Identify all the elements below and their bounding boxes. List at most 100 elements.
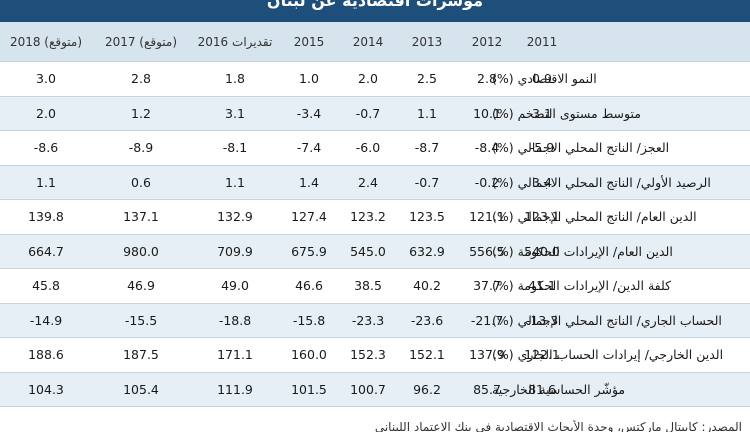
table-cell: -13.3 (525, 312, 559, 328)
table-cell: 556.5 (469, 243, 505, 259)
table-cell: 127.4 (291, 209, 327, 225)
table-cell: 709.9 (217, 243, 253, 259)
column-header: تقديرات 2016 (197, 34, 273, 49)
table-cell: 980.0 (123, 243, 159, 259)
table-cell: 1.2 (131, 105, 151, 121)
table-title-bar: مؤشرات اقتصادية عن لبنان (0, 0, 750, 22)
table-row: 139.8 137.1 132.9 127.4 123.2 123.5 121.… (0, 200, 750, 235)
table-title: مؤشرات اقتصادية عن لبنان (266, 0, 484, 10)
table-cell: 2.0 (36, 105, 56, 121)
table-row: -14.9 -15.5 -18.8 -15.8 -23.3 -23.6 -21.… (0, 303, 750, 338)
table-cell: 104.3 (28, 381, 64, 397)
table-cell: 137.9 (469, 347, 505, 363)
table-row: 3.0 2.8 1.8 1.0 2.0 2.5 2.8 0.9 النمو ال… (0, 62, 750, 97)
table-cell: 2.8 (477, 71, 497, 87)
table-cell: 45.8 (32, 278, 60, 294)
table-cell: 1.1 (225, 174, 245, 190)
table-cell: -7.4 (296, 140, 322, 156)
table-cell: 632.9 (409, 243, 445, 259)
table-cell: -14.9 (29, 312, 63, 328)
row-label: كلفة الدين/ الإيرادات الحكومة (%) (492, 278, 672, 294)
table-cell: 3.1 (225, 105, 245, 121)
column-header: 2015 (293, 34, 325, 49)
row-label: الدين العام/ الإيرادات الحكومة (%) (492, 243, 673, 259)
economic-indicators-table: 2018 (متوقع) 2017 (متوقع) تقديرات 2016 2… (0, 22, 750, 407)
table-header-row: 2018 (متوقع) 2017 (متوقع) تقديرات 2016 2… (0, 22, 750, 62)
table-cell: 2.0 (358, 71, 378, 87)
table-cell: 101.5 (291, 381, 327, 397)
table-cell: 85.7 (473, 381, 501, 397)
table-row: 45.8 46.9 49.0 46.6 38.5 40.2 37.7 41.1 … (0, 269, 750, 304)
table-cell: 3.1 (532, 105, 552, 121)
table-cell: 1.0 (299, 71, 319, 87)
table-cell: 1.1 (417, 105, 437, 121)
table-cell: 10.1 (473, 105, 501, 121)
table-cell: -0.2 (474, 174, 500, 190)
table-cell: 160.0 (291, 347, 327, 363)
table-cell: 81.6 (528, 381, 556, 397)
table-cell: 187.5 (123, 347, 159, 363)
table-cell: 0.9 (532, 71, 552, 87)
table-row: -8.6 -8.9 -8.1 -7.4 -6.0 -8.7 -8.4 -5.9 … (0, 131, 750, 166)
column-header: 2012 (471, 34, 503, 49)
table-cell: -3.4 (296, 105, 322, 121)
table-cell: 152.1 (409, 347, 445, 363)
table-cell: -18.8 (218, 312, 252, 328)
table-cell: 111.9 (217, 381, 253, 397)
table-cell: -5.9 (529, 140, 555, 156)
table-cell: -8.4 (474, 140, 500, 156)
table-cell: 38.5 (354, 278, 382, 294)
row-label: العجز/ الناتج المحلي الاجمالي (%) (492, 140, 670, 156)
table-cell: -6.0 (355, 140, 381, 156)
table-cell: 139.8 (28, 209, 64, 225)
table-cell: 2.8 (131, 71, 151, 87)
table-cell: 122.1 (524, 347, 560, 363)
table-row: 1.1 0.6 1.1 1.4 2.4 -0.7 -0.2 3.4 الرصيد… (0, 165, 750, 200)
table-cell: 105.4 (123, 381, 159, 397)
row-label: متوسط مستوى التضخم (%) (492, 105, 641, 121)
column-header: 2011 (526, 34, 558, 49)
column-header: 2013 (411, 34, 443, 49)
table-cell: 2.4 (358, 174, 378, 190)
table-cell: 675.9 (291, 243, 327, 259)
table-cell: -8.9 (128, 140, 154, 156)
table-cell: -8.7 (414, 140, 440, 156)
table-cell: -8.1 (222, 140, 248, 156)
row-label: الدين العام/ الناتج المحلي الإجمالي (%) (492, 209, 697, 225)
table-cell: 46.6 (295, 278, 323, 294)
column-header: 2017 (متوقع) (104, 34, 178, 49)
table-cell: 3.4 (532, 174, 552, 190)
row-label: الرصيد الأولي/ الناتج المحلي الاجمالي (%… (492, 174, 711, 190)
row-label: مؤشّر الحساسية الخارجية (492, 381, 626, 397)
table-cell: 0.6 (131, 174, 151, 190)
table-cell: -21.7 (470, 312, 504, 328)
table-cell: 37.7 (473, 278, 501, 294)
table-cell: -0.7 (414, 174, 440, 190)
table-cell: 1.4 (299, 174, 319, 190)
table-cell: 664.7 (28, 243, 64, 259)
table-cell: 3.0 (36, 71, 56, 87)
table-cell: 188.6 (28, 347, 64, 363)
table-cell: 100.7 (350, 381, 386, 397)
table-cell: 96.2 (413, 381, 441, 397)
table-cell: 540.0 (524, 243, 560, 259)
table-cell: -23.6 (410, 312, 444, 328)
table-row: 104.3 105.4 111.9 101.5 100.7 96.2 85.7 … (0, 372, 750, 407)
table-cell: -15.5 (124, 312, 158, 328)
table-cell: 123.1 (524, 209, 560, 225)
table-cell: -0.7 (355, 105, 381, 121)
table-cell: 152.3 (350, 347, 386, 363)
row-label: الدين الخارجي/ إيرادات الحساب الجاري (%) (492, 347, 724, 363)
table-cell: 46.9 (127, 278, 155, 294)
table-cell: 545.0 (350, 243, 386, 259)
table-cell: 121.1 (469, 209, 505, 225)
table-cell: -15.8 (292, 312, 326, 328)
table-row: 2.0 1.2 3.1 -3.4 -0.7 1.1 10.1 3.1 متوسط… (0, 96, 750, 131)
source-footnote: المصدر: كابيتال ماركتس، وحدة الأبحاث الا… (374, 420, 742, 432)
table-cell: -23.3 (351, 312, 385, 328)
table-cell: 1.8 (225, 71, 245, 87)
table-cell: 123.2 (350, 209, 386, 225)
table-cell: 49.0 (221, 278, 249, 294)
table-cell: 1.1 (36, 174, 56, 190)
row-label: النمو الاقتصادي (%) (492, 71, 597, 87)
